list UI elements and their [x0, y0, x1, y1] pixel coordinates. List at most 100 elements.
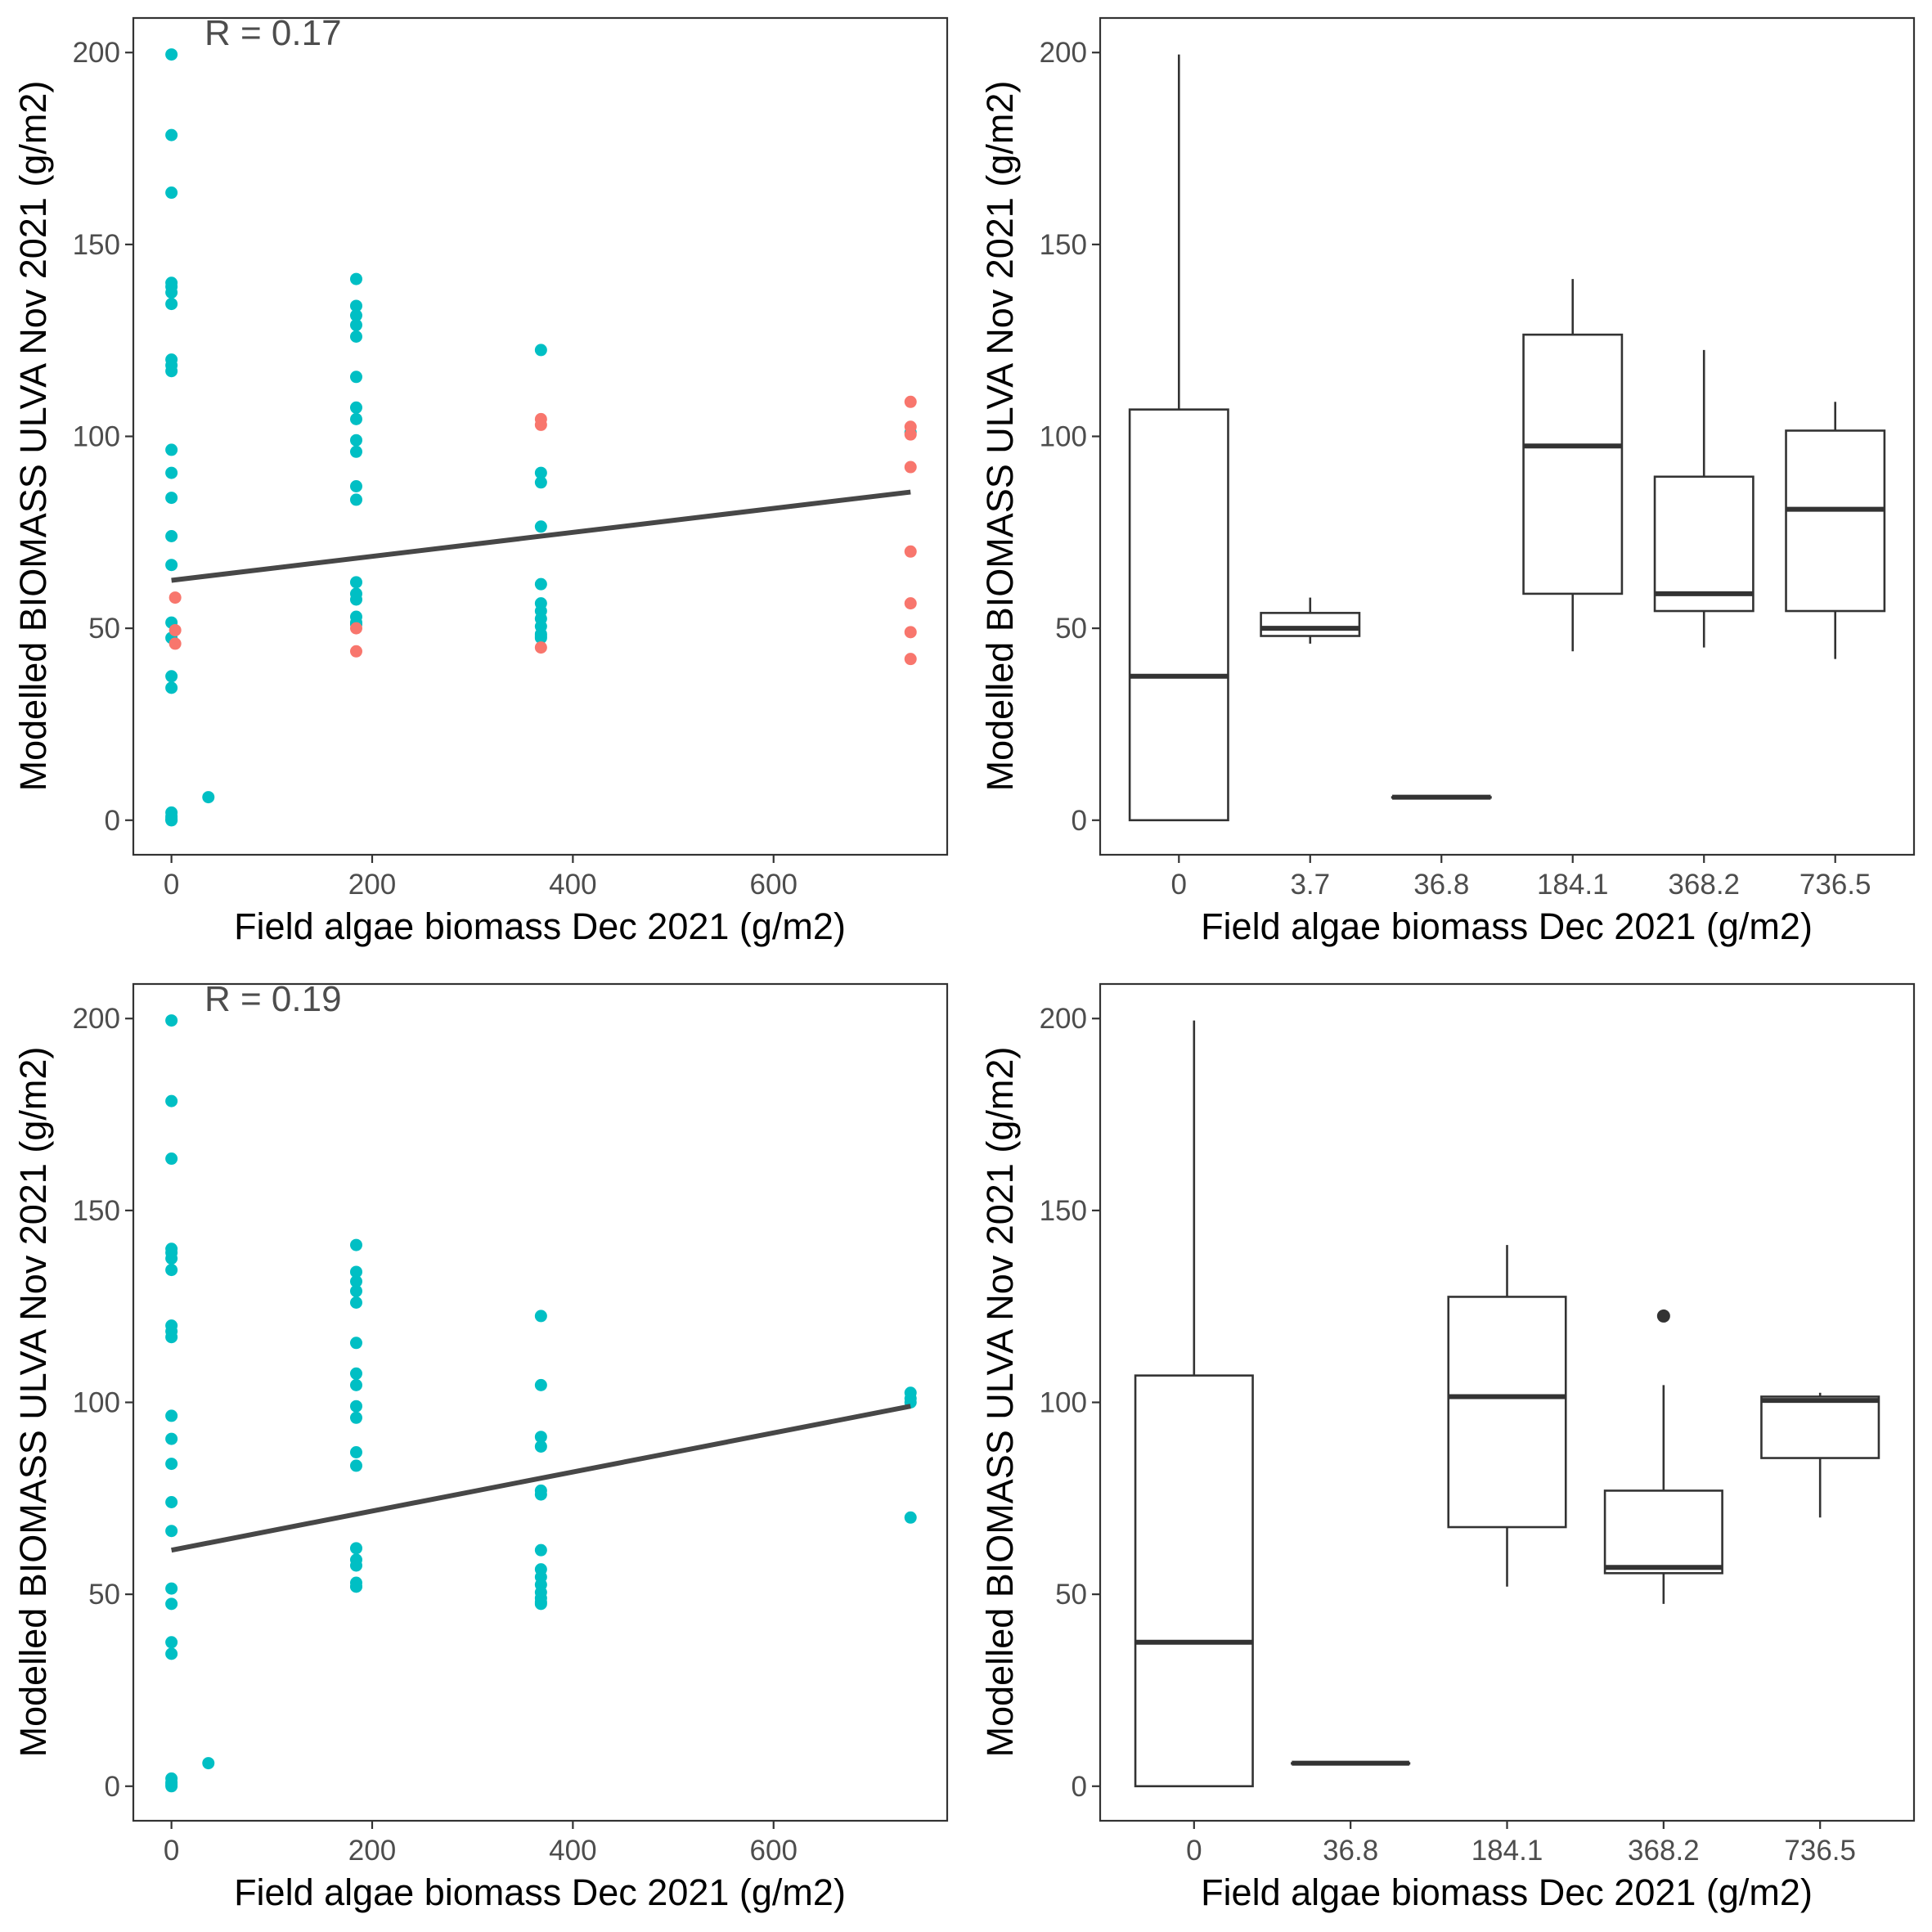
data-point-teal [165, 1780, 178, 1793]
scatter-top-panel: 0 50 100 150 200 0 200 400 600 R = 0.17 Field al… [12, 13, 949, 947]
box-iqr [1128, 408, 1229, 822]
data-point-teal [349, 480, 362, 493]
y-tick-label: 200 [73, 37, 120, 69]
data-point-teal [165, 681, 178, 694]
data-point-teal [349, 412, 362, 425]
y-tick-label: 200 [1040, 37, 1087, 69]
y-tick-label: 150 [1040, 229, 1087, 261]
y-tick-label: 200 [1040, 1003, 1087, 1035]
box-iqr [1134, 1374, 1254, 1788]
box-iqr [1522, 333, 1624, 595]
data-point-teal [349, 434, 362, 447]
y-tick-label: 150 [73, 1195, 120, 1227]
data-point-teal [349, 576, 362, 589]
data-point-teal [349, 1337, 362, 1350]
box-bottom-y-axis-title: Modelled BIOMASS ULVA Nov 2021 (g/m2) [979, 1047, 1021, 1758]
box-iqr [1653, 475, 1755, 613]
y-tick-label: 200 [73, 1003, 120, 1035]
data-point-teal [349, 1446, 362, 1459]
data-point-teal [165, 443, 178, 456]
x-tick-label: 200 [348, 1835, 396, 1867]
data-point-teal [534, 1597, 547, 1611]
y-tick-label: 50 [88, 613, 120, 645]
scatter-bottom-r-annotation: R = 0.19 [204, 979, 342, 1019]
scatter-top-r-annotation: R = 0.17 [204, 13, 342, 53]
data-point-teal [165, 670, 178, 683]
scatter-bottom-points [165, 1014, 917, 1793]
y-tick-label: 100 [73, 421, 120, 453]
data-point-salmon [168, 637, 182, 650]
y-tick-label: 50 [1055, 613, 1087, 645]
y-tick-label: 0 [105, 1771, 120, 1803]
box-0 [1134, 1020, 1254, 1788]
data-point-teal [165, 1525, 178, 1538]
scatter-top-points [165, 48, 917, 827]
data-point-teal [349, 272, 362, 285]
data-point-teal [349, 371, 362, 384]
data-point-teal [534, 577, 547, 591]
box-3.7 [1260, 597, 1361, 644]
x-tick-label: 36.8 [1323, 1835, 1378, 1867]
data-point-teal [349, 401, 362, 414]
y-tick-label: 150 [73, 229, 120, 261]
box-top-panel: 0 50 100 150 200 0 3.7 36.8 184.1 368.2 736.5 Fiel… [979, 16, 1916, 947]
data-point-teal [534, 1488, 547, 1501]
data-point-teal [165, 1264, 178, 1277]
data-point-teal [534, 476, 547, 489]
data-point-teal [165, 1152, 178, 1166]
data-point-teal [165, 530, 178, 543]
data-point-teal [349, 1580, 362, 1593]
scatter-bottom-ticks: 0 50 100 150 200 0 200 400 600 [73, 1003, 798, 1867]
data-point-teal [165, 186, 178, 200]
data-point-teal [349, 1400, 362, 1413]
data-point-salmon [904, 597, 917, 610]
x-tick-label: 736.5 [1784, 1835, 1856, 1867]
data-point-salmon [349, 645, 362, 658]
scatter-top-y-axis-title: Modelled BIOMASS ULVA Nov 2021 (g/m2) [12, 81, 54, 792]
outlier-point [1656, 1309, 1670, 1323]
y-tick-label: 150 [1040, 1195, 1087, 1227]
data-point-teal [349, 1459, 362, 1472]
data-point-salmon [168, 623, 182, 636]
x-tick-label: 184.1 [1471, 1835, 1543, 1867]
data-point-salmon [904, 626, 917, 639]
data-point-teal [349, 330, 362, 343]
x-tick-label: 368.2 [1668, 869, 1740, 901]
data-point-teal [349, 1411, 362, 1424]
box-184.1 [1447, 1245, 1567, 1587]
x-tick-label: 200 [348, 869, 396, 901]
data-point-salmon [349, 622, 362, 635]
box-iqr [1785, 429, 1886, 613]
data-point-teal [165, 1458, 178, 1471]
x-tick-label: 600 [750, 1835, 798, 1867]
data-point-teal [349, 309, 362, 322]
data-point-teal [349, 445, 362, 458]
data-point-teal [534, 344, 547, 357]
x-tick-label: 0 [1186, 1835, 1202, 1867]
data-point-teal [349, 1284, 362, 1297]
x-tick-label: 600 [750, 869, 798, 901]
x-tick-label: 400 [549, 869, 596, 901]
box-top-ticks: 0 50 100 150 200 0 3.7 36.8 184.1 368.2 736.5 [1040, 37, 1871, 901]
data-point-teal [165, 1432, 178, 1445]
data-point-teal [349, 1296, 362, 1309]
box-iqr [1603, 1489, 1723, 1575]
y-tick-label: 100 [1040, 421, 1087, 453]
data-point-teal [349, 1378, 362, 1391]
data-point-teal [349, 493, 362, 506]
y-tick-label: 0 [1072, 805, 1087, 837]
y-tick-label: 50 [88, 1579, 120, 1611]
box-368.2 [1653, 349, 1755, 648]
data-point-teal [165, 1647, 178, 1660]
scatter-top-frame [132, 16, 949, 856]
data-point-teal [534, 520, 547, 533]
box-0 [1128, 54, 1229, 822]
data-point-teal [349, 1542, 362, 1555]
data-point-salmon [534, 418, 547, 431]
box-bottom-x-axis-title: Field algae biomass Dec 2021 (g/m2) [1201, 1871, 1813, 1913]
data-point-teal [165, 298, 178, 311]
data-point-teal [349, 299, 362, 312]
box-bottom-panel: 0 50 100 150 200 0 36.8 184.1 368.2 736.5 Field a… [979, 982, 1916, 1913]
data-point-teal [165, 1331, 178, 1344]
